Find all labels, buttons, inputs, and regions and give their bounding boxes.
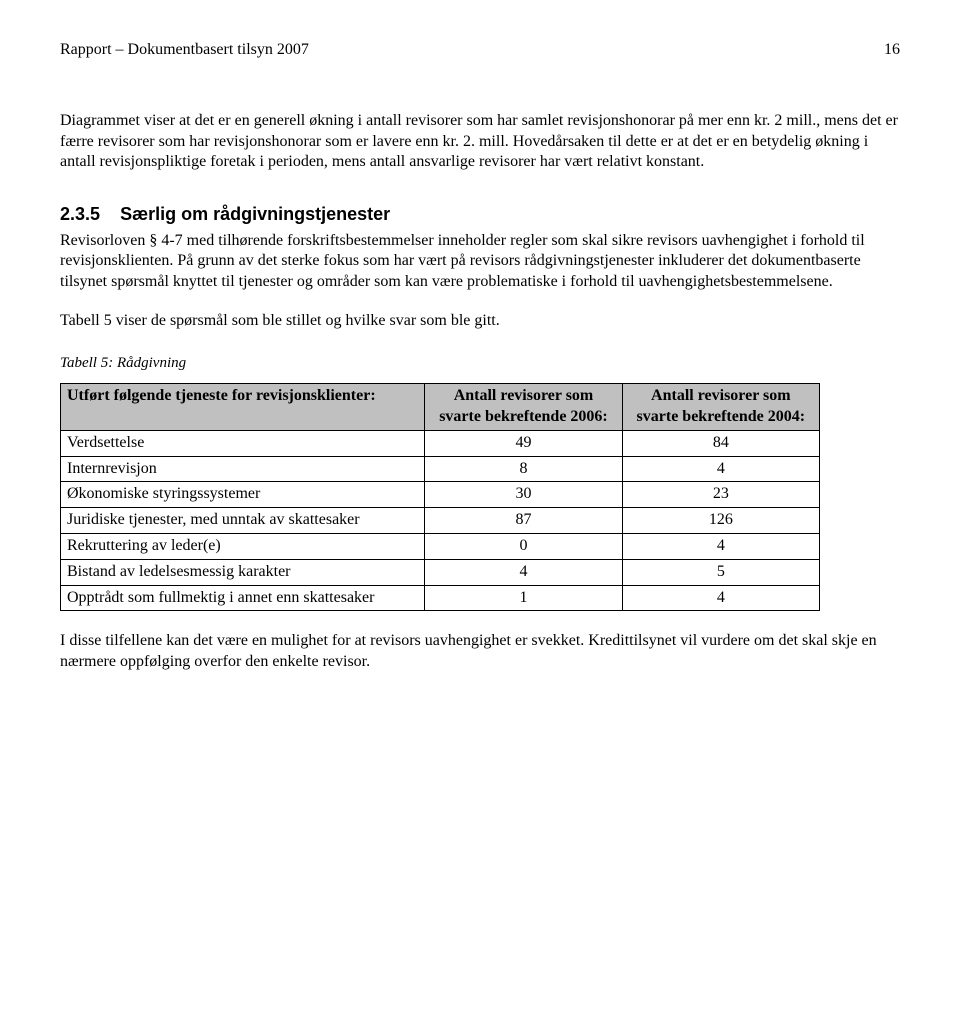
value-cell: 30 (425, 482, 622, 508)
closing-paragraph: I disse tilfellene kan det være en mulig… (60, 631, 900, 673)
section-heading: 2.3.5 Særlig om rådgivningstjenester (60, 203, 900, 226)
intro-paragraph: Diagrammet viser at det er en generell ø… (60, 111, 900, 173)
table-row: Økonomiske styringssystemer3023 (61, 482, 820, 508)
service-cell: Opptrådt som fullmektig i annet enn skat… (61, 585, 425, 611)
service-cell: Juridiske tjenester, med unntak av skatt… (61, 508, 425, 534)
value-cell: 4 (622, 456, 819, 482)
value-cell: 84 (622, 430, 819, 456)
service-cell: Internrevisjon (61, 456, 425, 482)
table-row: Bistand av ledelsesmessig karakter45 (61, 559, 820, 585)
section-paragraph-2: Tabell 5 viser de spørsmål som ble still… (60, 311, 900, 332)
table-row: Rekruttering av leder(e)04 (61, 534, 820, 560)
section-title: Særlig om rådgivningstjenester (120, 204, 390, 224)
table-row: Opptrådt som fullmektig i annet enn skat… (61, 585, 820, 611)
page-number: 16 (884, 40, 900, 61)
service-cell: Verdsettelse (61, 430, 425, 456)
value-cell: 1 (425, 585, 622, 611)
col-header-service: Utført følgende tjeneste for revisjonskl… (61, 384, 425, 431)
service-cell: Bistand av ledelsesmessig karakter (61, 559, 425, 585)
service-cell: Økonomiske styringssystemer (61, 482, 425, 508)
col-header-2006: Antall revisorer som svarte bekreftende … (425, 384, 622, 431)
section-number: 2.3.5 (60, 204, 100, 224)
header-title: Rapport – Dokumentbasert tilsyn 2007 (60, 40, 309, 61)
table-row: Verdsettelse4984 (61, 430, 820, 456)
table-row: Juridiske tjenester, med unntak av skatt… (61, 508, 820, 534)
value-cell: 0 (425, 534, 622, 560)
value-cell: 87 (425, 508, 622, 534)
section-paragraph-1: Revisorloven § 4-7 med tilhørende forskr… (60, 231, 900, 293)
table-caption: Tabell 5: Rådgivning (60, 354, 900, 374)
value-cell: 23 (622, 482, 819, 508)
value-cell: 4 (622, 585, 819, 611)
table-row: Internrevisjon84 (61, 456, 820, 482)
value-cell: 8 (425, 456, 622, 482)
col-header-2004: Antall revisorer som svarte bekreftende … (622, 384, 819, 431)
value-cell: 4 (622, 534, 819, 560)
value-cell: 49 (425, 430, 622, 456)
value-cell: 4 (425, 559, 622, 585)
value-cell: 126 (622, 508, 819, 534)
radgivning-table: Utført følgende tjeneste for revisjonskl… (60, 383, 820, 611)
table-header-row: Utført følgende tjeneste for revisjonskl… (61, 384, 820, 431)
value-cell: 5 (622, 559, 819, 585)
service-cell: Rekruttering av leder(e) (61, 534, 425, 560)
page-header: Rapport – Dokumentbasert tilsyn 2007 16 (60, 40, 900, 61)
